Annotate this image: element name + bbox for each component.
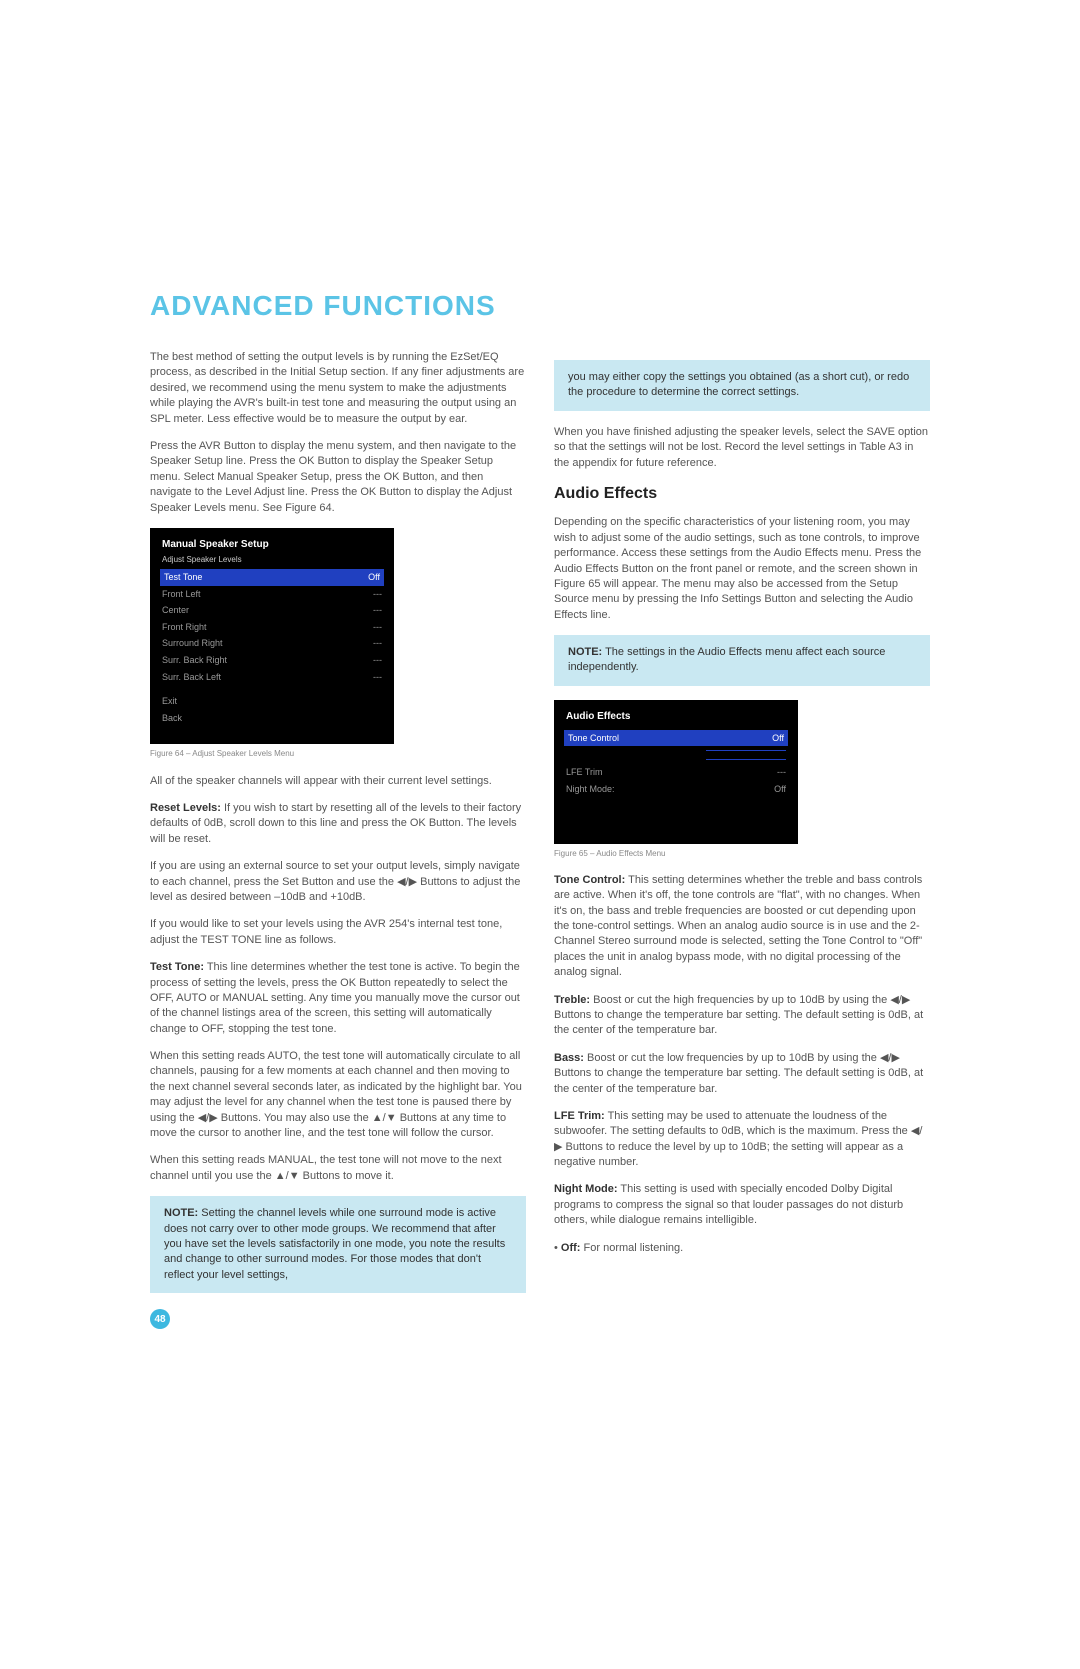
up-down-arrows-icon: ▲/▼ [275,1170,300,1182]
figure-row: Front Left--- [162,586,382,603]
paragraph: If you would like to set your levels usi… [150,917,526,948]
figure-back: Back [162,710,382,727]
note-box: NOTE: Setting the channel levels while o… [150,1196,526,1293]
left-column: The best method of setting the output le… [150,350,526,1307]
note-label: NOTE: [164,1207,198,1219]
paragraph: Treble: Boost or cut the high frequencie… [554,993,930,1039]
left-right-arrows-icon: ◀/▶ [397,876,417,888]
page-title: ADVANCED FUNCTIONS [150,290,930,322]
figure-row: LFE Trim--- [566,764,786,781]
note-label: NOTE: [568,646,602,658]
figure-row [566,755,786,764]
label-night-mode: Night Mode: [554,1183,618,1195]
paragraph: Reset Levels: If you wish to start by re… [150,801,526,847]
left-right-arrows-icon: ◀/▶ [198,1112,218,1124]
label-lfe-trim: LFE Trim: [554,1110,605,1122]
figure-row: Night Mode:Off [566,781,786,798]
figure-row: Test ToneOff [160,569,384,586]
paragraph: Night Mode: This setting is used with sp… [554,1182,930,1228]
figure-row: Front Right--- [162,619,382,636]
left-right-arrows-icon: ◀/▶ [890,994,910,1006]
label-tone-control: Tone Control: [554,874,625,886]
up-down-arrows-icon: ▲/▼ [372,1112,397,1124]
section-heading-audio-effects: Audio Effects [554,483,930,505]
paragraph: When you have finished adjusting the spe… [554,425,930,471]
figure-row: Surround Right--- [162,635,382,652]
paragraph: When this setting reads MANUAL, the test… [150,1153,526,1184]
paragraph: All of the speaker channels will appear … [150,774,526,789]
paragraph: Depending on the specific characteristic… [554,515,930,623]
right-column: you may either copy the settings you obt… [554,350,930,1307]
figure-title: Manual Speaker Setup [162,538,382,552]
paragraph: Test Tone: This line determines whether … [150,960,526,1037]
label-test-tone: Test Tone: [150,961,204,973]
note-box: NOTE: The settings in the Audio Effects … [554,635,930,686]
figure-row: Surr. Back Right--- [162,652,382,669]
figure-subtitle: Adjust Speaker Levels [162,554,382,565]
figure-row: Center--- [162,602,382,619]
page-number-badge: 48 [150,1309,170,1329]
paragraph: LFE Trim: This setting may be used to at… [554,1109,930,1171]
figure-caption: Figure 64 – Adjust Speaker Levels Menu [150,748,526,759]
figure-65-audio-effects: Audio Effects Tone ControlOff LFE Trim--… [554,700,798,844]
note-box-continued: you may either copy the settings you obt… [554,360,930,411]
left-right-arrows-icon: ◀/▶ [880,1052,900,1064]
paragraph: If you are using an external source to s… [150,859,526,905]
figure-row: Tone ControlOff [564,730,788,747]
page-number: 48 [150,1309,170,1329]
paragraph: When this setting reads AUTO, the test t… [150,1049,526,1141]
figure-row [566,746,786,755]
paragraph: Press the AVR Button to display the menu… [150,439,526,516]
figure-title: Audio Effects [566,710,786,724]
document-page: ADVANCED FUNCTIONS The best method of se… [0,0,1080,1367]
two-column-layout: The best method of setting the output le… [150,350,930,1307]
paragraph: Tone Control: This setting determines wh… [554,873,930,981]
label-treble: Treble: [554,994,590,1006]
label-off: Off: [561,1242,581,1254]
paragraph: Bass: Boost or cut the low frequencies b… [554,1051,930,1097]
figure-exit: Exit [162,693,382,710]
paragraph: The best method of setting the output le… [150,350,526,427]
figure-64-speaker-levels: Manual Speaker Setup Adjust Speaker Leve… [150,528,394,745]
figure-caption: Figure 65 – Audio Effects Menu [554,848,930,859]
label-reset-levels: Reset Levels: [150,802,221,814]
bullet-item: • Off: For normal listening. [554,1241,930,1256]
label-bass: Bass: [554,1052,584,1064]
figure-row: Surr. Back Left--- [162,669,382,686]
